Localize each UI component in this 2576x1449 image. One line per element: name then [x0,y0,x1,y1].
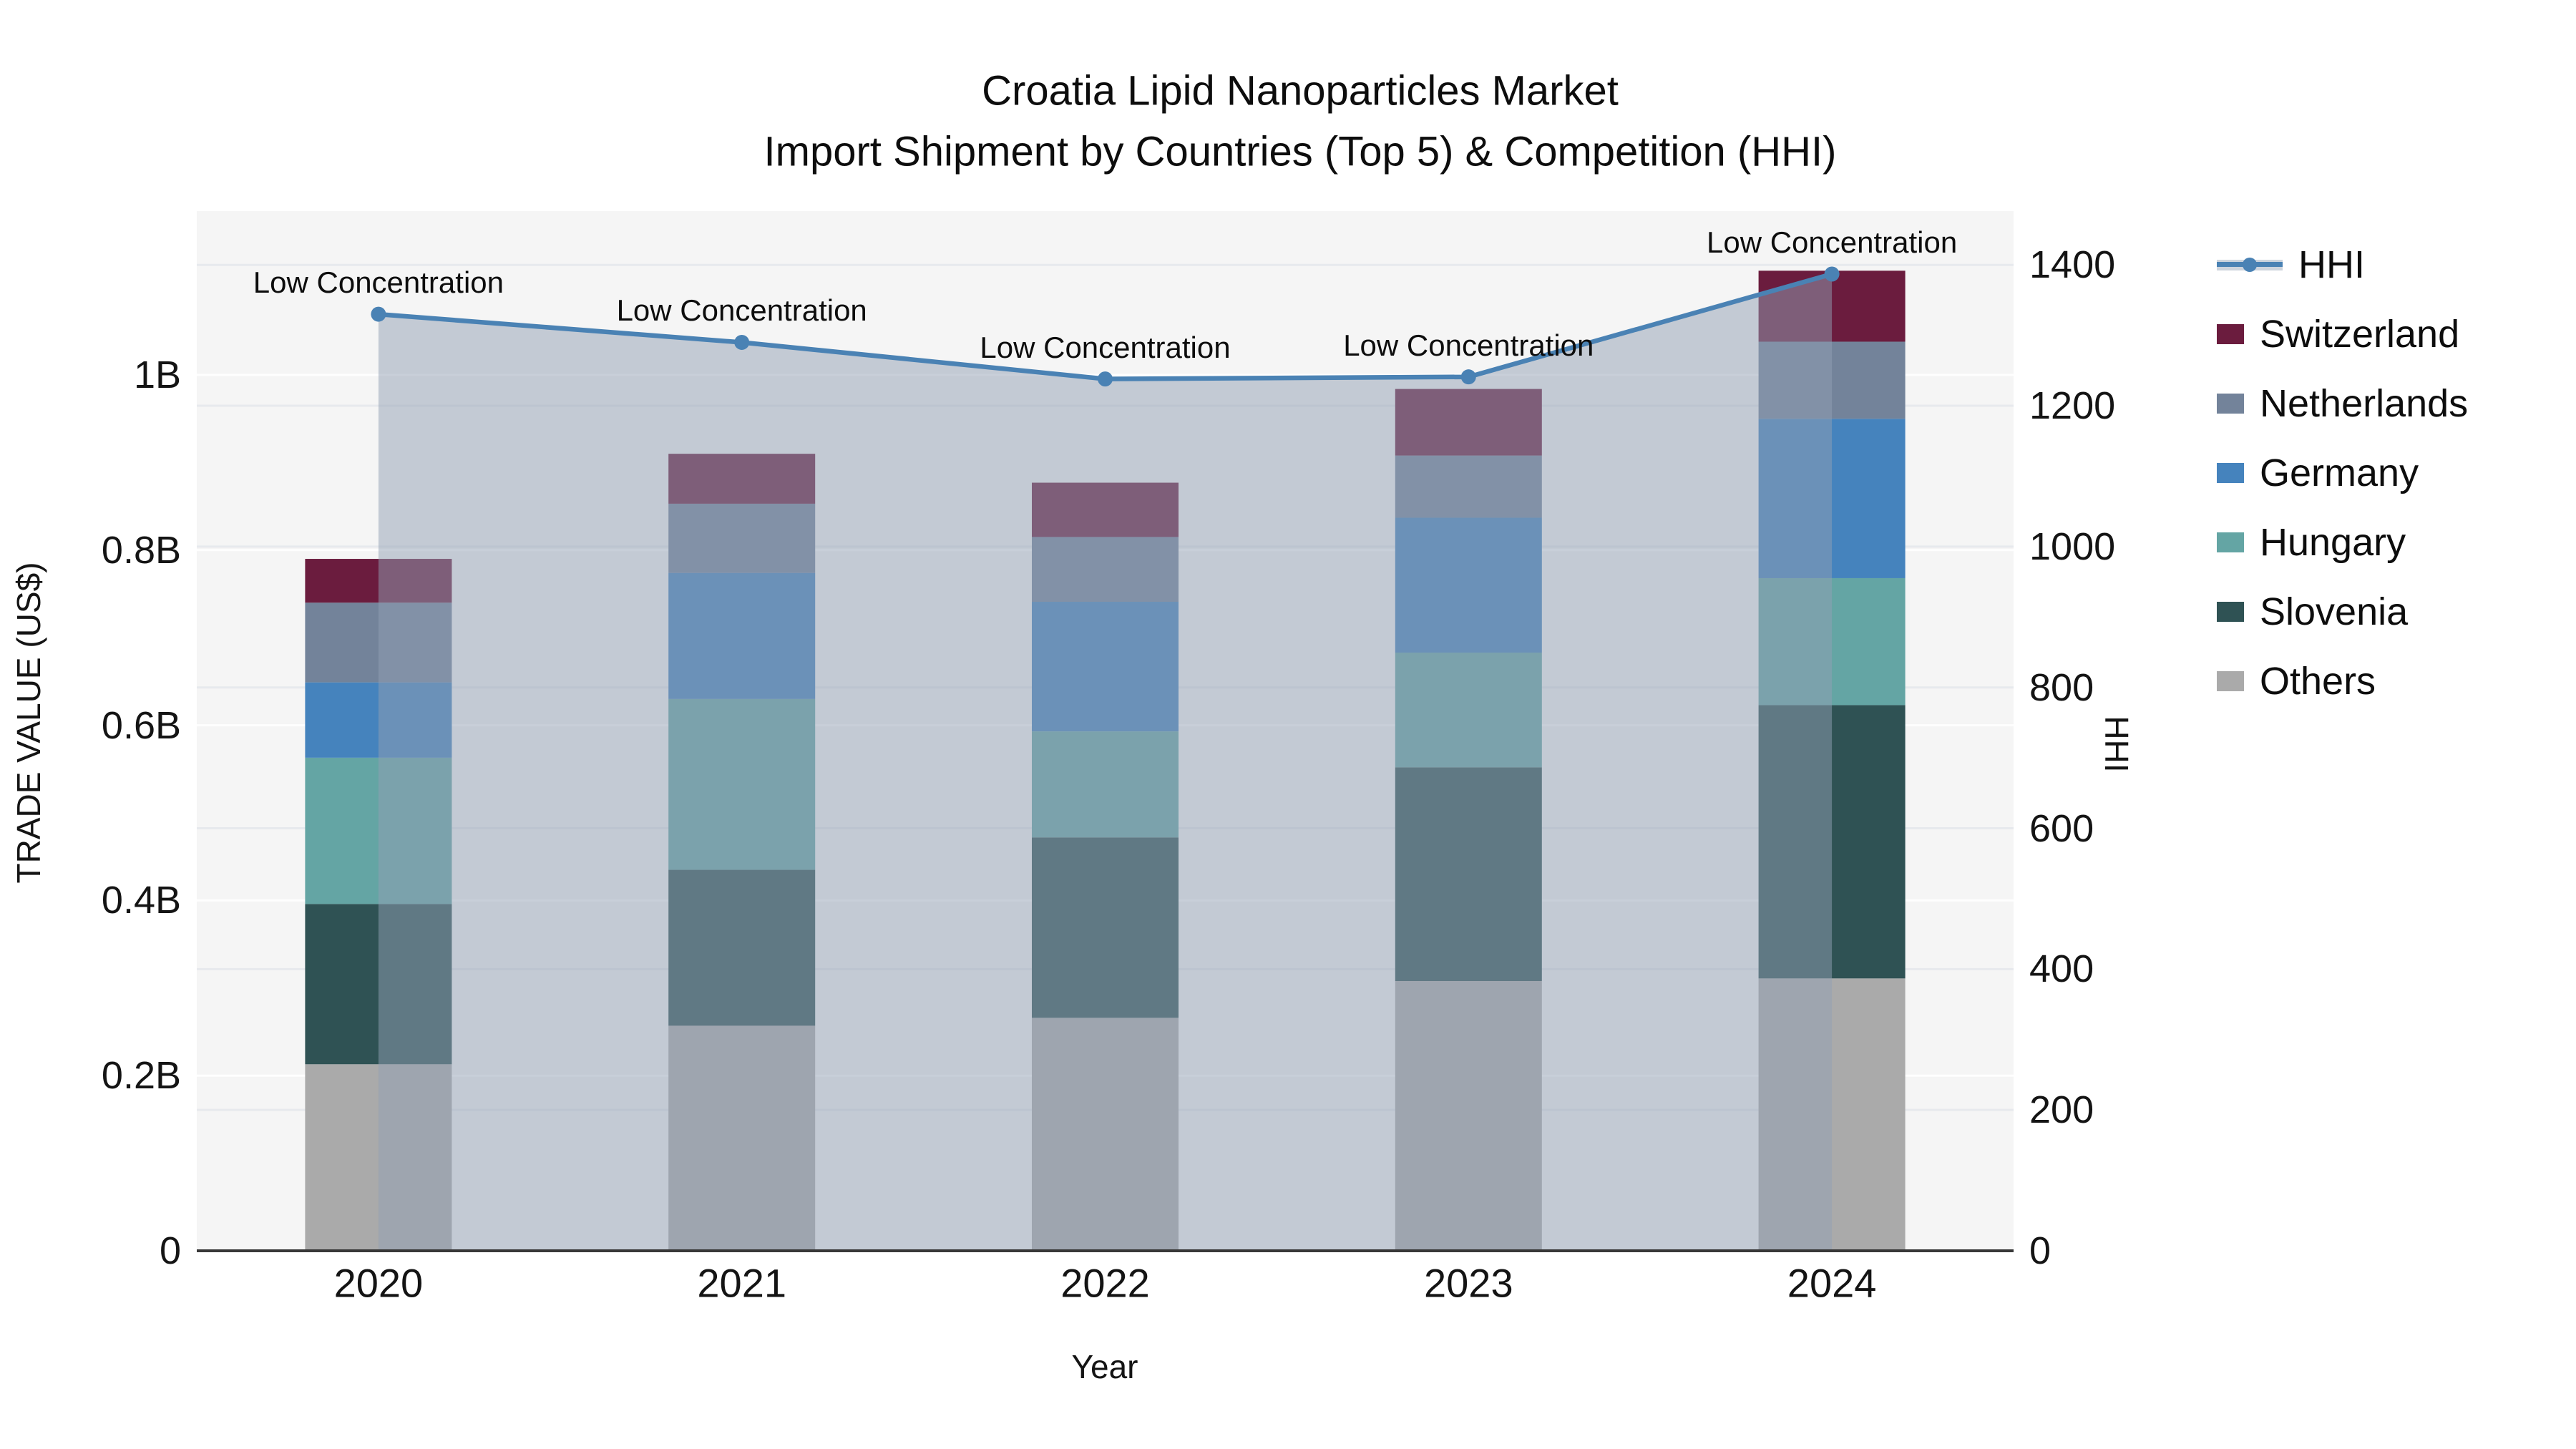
y-tick-right-200: 200 [2029,1088,2094,1132]
legend-label: Netherlands [2260,382,2469,425]
x-tick-2022: 2022 [1060,1260,1150,1306]
y-tick-left-0.8B: 0.8B [101,528,181,572]
y-tick-right-0: 0 [2029,1229,2051,1272]
hhi-area-fill [378,274,1833,1251]
y-tick-left-0.4B: 0.4B [101,879,181,922]
annotation-2020: Low Concentration [253,265,504,300]
annotation-2023: Low Concentration [1343,328,1594,362]
x-tick-2020: 2020 [333,1260,424,1306]
y-tick-right-400: 400 [2029,947,2094,991]
hhi-marker-2020[interactable] [371,306,386,322]
y-tick-right-1000: 1000 [2029,525,2116,568]
legend-label: Germany [2260,452,2419,494]
annotation-2024: Low Concentration [1706,225,1958,259]
chart-subtitle: Import Shipment by Countries (Top 5) & C… [763,128,1837,175]
legend-swatch-icon [2217,532,2244,552]
hhi-marker-2021[interactable] [734,334,750,350]
legend-label: HHI [2298,243,2365,286]
annotation-2021: Low Concentration [616,293,867,328]
legend-swatch-icon [2217,463,2244,483]
hhi-line-swatch-icon [2217,253,2283,277]
x-tick-2024: 2024 [1787,1260,1877,1306]
legend-swatch-icon [2217,602,2244,622]
y-tick-left-0.6B: 0.6B [101,703,181,747]
hhi-marker-2023[interactable] [1460,369,1476,385]
legend-item-others[interactable]: Others [2217,659,2376,703]
y-tick-right-1400: 1400 [2029,243,2116,287]
hhi-marker-2024[interactable] [1824,266,1840,282]
legend-label: Hungary [2260,521,2406,564]
y-tick-left-1B: 1B [133,353,181,396]
x-tick-2021: 2021 [697,1260,786,1306]
chart-title: Croatia Lipid Nanoparticles Market [982,67,1619,114]
legend-label: Switzerland [2260,313,2460,356]
legend-item-hhi[interactable]: HHI [2217,243,2365,287]
y-axis-title-right: HHI [2098,716,2135,773]
y-tick-left-0: 0 [159,1229,181,1272]
legend-swatch-icon [2217,394,2244,414]
annotation-2022: Low Concentration [980,330,1231,364]
legend-label: Slovenia [2260,590,2409,633]
y-tick-right-1200: 1200 [2029,384,2116,428]
legend-item-hungary[interactable]: Hungary [2217,520,2406,565]
x-tick-2023: 2023 [1424,1260,1513,1306]
x-axis-title: Year [1071,1348,1138,1385]
y-tick-right-800: 800 [2029,665,2094,709]
hhi-marker-2022[interactable] [1098,371,1113,387]
legend-swatch-icon [2217,671,2244,691]
legend-label: Others [2260,660,2376,703]
legend-item-netherlands[interactable]: Netherlands [2217,381,2468,426]
y-tick-right-600: 600 [2029,806,2094,850]
legend-item-slovenia[interactable]: Slovenia [2217,590,2408,634]
legend-item-germany[interactable]: Germany [2217,451,2419,495]
y-tick-left-0.2B: 0.2B [101,1054,181,1098]
legend-item-switzerland[interactable]: Switzerland [2217,312,2459,356]
legend-swatch-icon [2217,324,2244,344]
